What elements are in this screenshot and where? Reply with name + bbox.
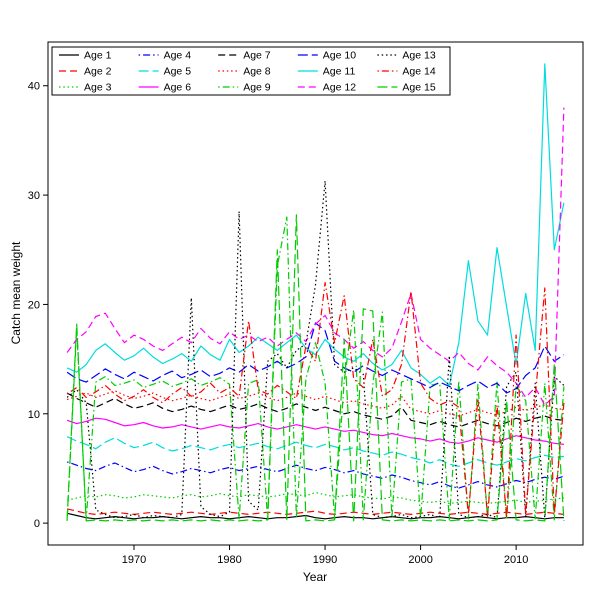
legend-label-age-5: Age 5 <box>164 66 192 78</box>
legend-label-age-2: Age 2 <box>84 66 112 78</box>
legend-label-age-4: Age 4 <box>164 50 192 62</box>
legend-label-age-1: Age 1 <box>84 50 112 62</box>
plot-box <box>47 41 584 546</box>
series-line-age-5 <box>66 436 564 467</box>
series-line-age-11 <box>66 63 565 386</box>
legend-label-age-14: Age 14 <box>402 66 435 78</box>
series-line-age-7 <box>66 392 564 428</box>
x-tick-label: 1970 <box>122 554 146 566</box>
legend-label-age-15: Age 15 <box>402 82 435 94</box>
series-line-age-15 <box>66 214 565 522</box>
series-line-age-12 <box>66 107 565 406</box>
legend-label-age-12: Age 12 <box>323 82 356 94</box>
y-tick-label: 10 <box>28 409 40 421</box>
legend-label-age-6: Age 6 <box>164 82 192 94</box>
series-line-age-2 <box>66 508 564 516</box>
series-line-age-8 <box>66 390 564 417</box>
legend-label-age-10: Age 10 <box>323 50 356 62</box>
x-axis-label: Year <box>302 570 328 584</box>
series-line-age-4 <box>66 461 565 489</box>
series-line-age-1 <box>66 512 564 520</box>
legend-label-age-3: Age 3 <box>84 82 112 94</box>
legend-label-age-9: Age 9 <box>243 82 271 94</box>
x-tick-label: 2000 <box>408 554 432 566</box>
x-tick-label: 1980 <box>217 554 241 566</box>
legend-label-age-11: Age 11 <box>323 66 356 78</box>
legend-label-age-8: Age 8 <box>243 66 271 78</box>
series-line-age-14 <box>66 282 565 519</box>
series-line-age-6 <box>66 417 564 445</box>
legend-label-age-13: Age 13 <box>402 50 435 62</box>
y-tick-label: 40 <box>28 81 40 93</box>
x-tick-label: 1990 <box>313 554 337 566</box>
y-axis-label: Catch mean weight <box>9 241 23 345</box>
y-tick-label: 30 <box>28 190 40 202</box>
legend-label-age-7: Age 7 <box>243 50 271 62</box>
series-line-age-9 <box>66 216 565 521</box>
y-tick-label: 0 <box>34 518 40 530</box>
y-tick-label: 20 <box>28 299 40 311</box>
series-line-age-10 <box>66 322 565 394</box>
series-line-age-13 <box>66 180 565 519</box>
x-tick-label: 2010 <box>504 554 528 566</box>
